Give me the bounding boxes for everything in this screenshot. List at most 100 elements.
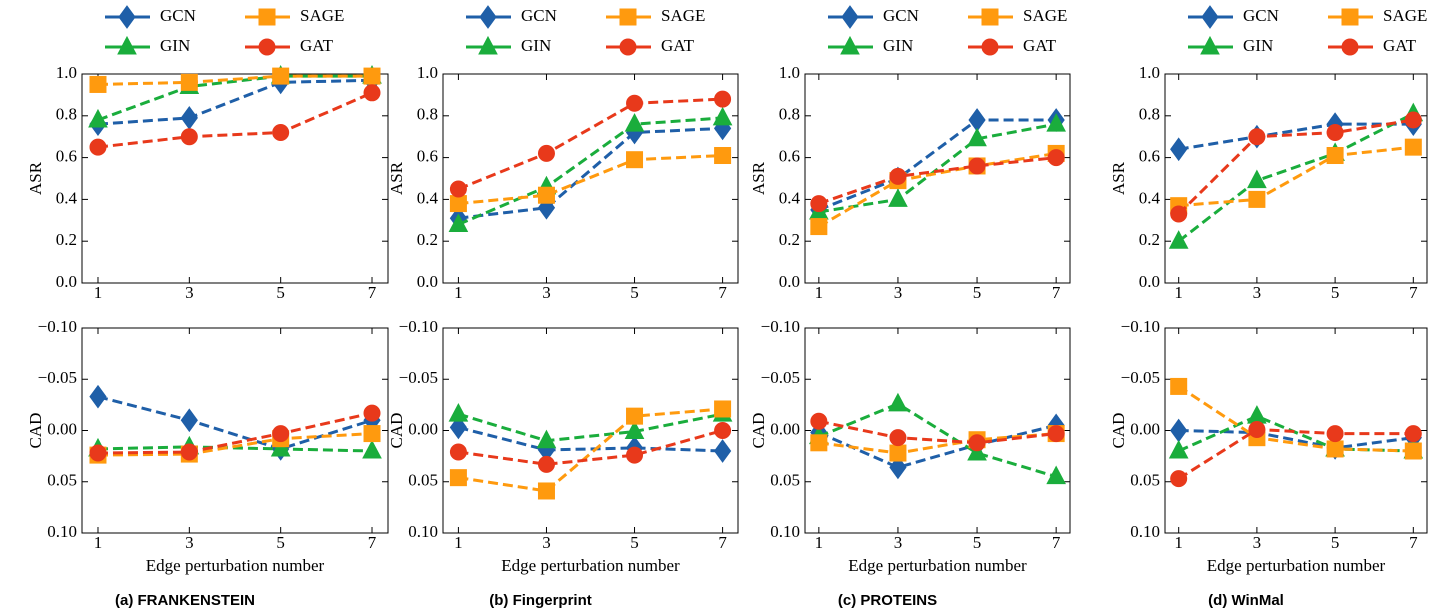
y-tick-label: 0.6 (779, 147, 800, 166)
marker (889, 455, 907, 480)
marker (537, 482, 555, 500)
y-tick-label: 0.8 (417, 105, 438, 124)
subplot: 0.0 0.2 0.4 0.6 0.8 1.0 1 3 5 7 ASR GCN GIN SAGE GAT (749, 5, 1071, 302)
x-tick-label: 7 (368, 533, 377, 552)
legend-marker (981, 8, 999, 26)
legend-label: SAGE (300, 6, 344, 25)
marker (714, 147, 732, 165)
legend-marker (1341, 38, 1359, 56)
x-tick-label: 3 (894, 283, 903, 302)
y-tick-label: 0.2 (56, 230, 77, 249)
y-tick-label: 0.05 (1130, 471, 1160, 490)
axes-frame (81, 73, 389, 284)
legend-label: GIN (160, 36, 190, 55)
x-tick-label: 5 (973, 283, 982, 302)
series-line (97, 91, 373, 149)
x-axis-label: Edge perturbation number (146, 556, 325, 575)
legend-marker (258, 8, 276, 26)
series-line (97, 445, 373, 453)
legend-label: GCN (1243, 6, 1279, 25)
series-line (97, 74, 373, 122)
marker (1404, 442, 1422, 460)
series-line (1178, 122, 1414, 151)
y-tick-label: 0.2 (417, 230, 438, 249)
marker (968, 434, 986, 452)
x-tick-label: 5 (630, 533, 639, 552)
marker (714, 422, 732, 439)
marker (888, 188, 908, 207)
x-axis-label: Edge perturbation number (1207, 556, 1386, 575)
y-axis-label: CAD (26, 413, 45, 449)
y-tick-label: 0.10 (770, 522, 800, 541)
marker (968, 157, 986, 175)
x-axis-label: Edge perturbation number (848, 556, 1027, 575)
y-tick-label: 0.05 (408, 471, 438, 490)
marker (624, 420, 645, 440)
y-axis-label: CAD (1109, 413, 1128, 449)
y-axis-label: CAD (749, 413, 768, 449)
y-tick-label: 0.4 (1139, 188, 1161, 207)
subplot: 0.0 0.2 0.4 0.6 0.8 1.0 1 3 5 7 ASR GCN GIN SAGE GAT (26, 5, 389, 302)
y-tick-label: 0.05 (47, 471, 77, 490)
marker (810, 218, 828, 236)
subplot: 0.0 0.2 0.4 0.6 0.8 1.0 1 3 5 7 ASR GCN GIN SAGE GAT (387, 5, 739, 302)
x-tick-label: 3 (894, 533, 903, 552)
legend-label: GIN (1243, 36, 1273, 55)
marker (714, 90, 732, 108)
y-tick-label: 0.6 (56, 147, 77, 166)
marker (714, 400, 732, 418)
series-line (457, 116, 723, 226)
x-tick-label: 3 (185, 533, 194, 552)
y-tick-label: −0.10 (38, 317, 77, 336)
y-tick-label: 0.00 (770, 419, 800, 438)
legend-marker (840, 35, 860, 55)
y-tick-label: 0.00 (408, 419, 438, 438)
caption: (d) WinMal (1208, 592, 1284, 609)
y-tick-label: −0.05 (1121, 368, 1160, 387)
y-axis-label: CAD (387, 413, 406, 449)
marker (1168, 439, 1189, 459)
marker (968, 108, 986, 132)
legend-marker (619, 38, 637, 56)
series-line (458, 154, 723, 206)
marker (537, 144, 555, 162)
y-tick-label: 0.8 (56, 105, 77, 124)
marker (180, 128, 198, 146)
axes-frame (804, 327, 1071, 534)
marker (272, 67, 290, 85)
legend-label: GIN (883, 36, 913, 55)
x-tick-label: 1 (454, 533, 463, 552)
marker (537, 455, 555, 473)
x-tick-label: 1 (94, 283, 103, 302)
marker (180, 443, 198, 461)
y-tick-label: 0.00 (1130, 419, 1160, 438)
y-tick-label: −0.05 (399, 368, 438, 387)
marker (889, 444, 907, 462)
marker (967, 127, 987, 147)
x-tick-label: 5 (630, 283, 639, 302)
marker (1046, 113, 1066, 132)
axes-frame (1164, 327, 1428, 534)
caption: (a) FRANKENSTEIN (115, 592, 255, 609)
x-tick-label: 3 (1253, 283, 1262, 302)
legend-label: SAGE (1023, 6, 1067, 25)
x-tick-label: 1 (815, 533, 824, 552)
legend-label: GIN (521, 36, 551, 55)
marker (967, 441, 987, 461)
legend-marker (118, 5, 136, 29)
marker (810, 412, 828, 430)
caption: (c) PROTEINS (838, 592, 937, 609)
series-line (818, 122, 1057, 214)
y-tick-label: 0.6 (417, 147, 438, 166)
y-axis-label: ASR (749, 161, 768, 195)
marker (626, 407, 644, 425)
marker (89, 138, 107, 156)
series-line (818, 156, 1057, 205)
marker (449, 195, 467, 213)
y-tick-label: 1.0 (417, 63, 438, 82)
marker (1247, 169, 1267, 189)
series-line (1177, 385, 1414, 453)
marker (449, 469, 467, 487)
marker (1326, 124, 1344, 142)
series-line (818, 423, 1057, 469)
